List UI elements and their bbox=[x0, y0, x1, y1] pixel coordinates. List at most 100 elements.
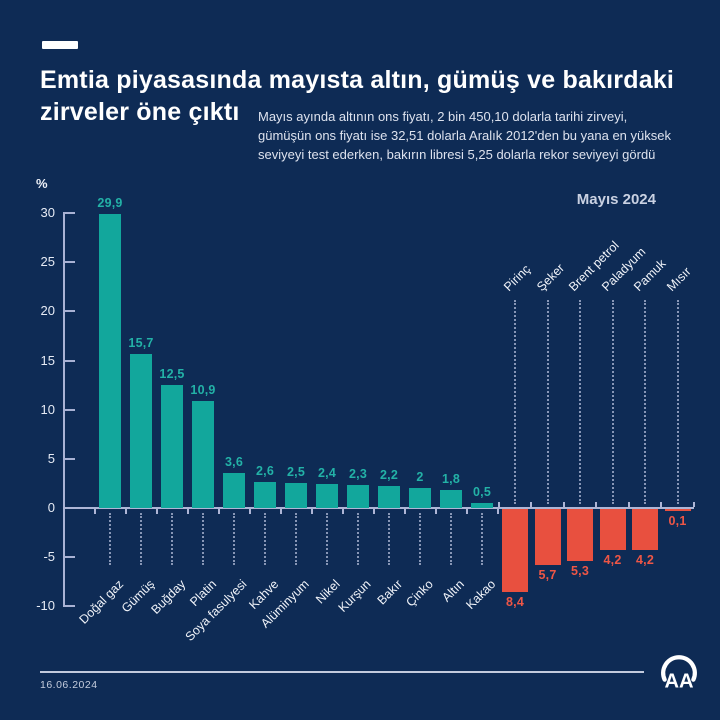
subtitle-line-1: Mayıs ayında altının ons fiyatı, 2 bin 4… bbox=[258, 109, 628, 124]
period-label: Mayıs 2024 bbox=[576, 191, 656, 208]
category-leader-line bbox=[450, 513, 452, 565]
y-axis-tick-label: 10 bbox=[40, 401, 55, 417]
category-label-text: Pirinç bbox=[501, 261, 534, 294]
category-leader-line bbox=[546, 300, 549, 504]
baseline-tick bbox=[660, 502, 663, 507]
bar-value-label: 3,6 bbox=[225, 454, 243, 469]
bar-value-label: 12,5 bbox=[159, 367, 185, 382]
title-line-2: zirveler öne çıktı bbox=[40, 98, 240, 126]
baseline-tick bbox=[279, 509, 282, 514]
chart-subtitle: Mayıs ayında altının ons fiyatı, 2 bin 4… bbox=[258, 107, 678, 164]
category-leader-line bbox=[514, 300, 516, 504]
category-leader-line bbox=[644, 300, 646, 504]
bar bbox=[223, 472, 245, 508]
y-axis-tick-label: 5 bbox=[47, 450, 55, 466]
y-axis-tick-label: 15 bbox=[40, 352, 55, 368]
footer-date: 16.06.2024 bbox=[40, 679, 98, 691]
category-label: Mısır bbox=[664, 264, 702, 295]
category-leader-line bbox=[481, 513, 483, 565]
bar-value-label: 4,2 bbox=[636, 553, 654, 568]
y-axis-tick bbox=[63, 556, 75, 559]
bar-value-label: 2,2 bbox=[380, 468, 398, 483]
baseline-tick bbox=[310, 509, 313, 514]
bar bbox=[161, 385, 183, 508]
category-leader-line bbox=[171, 513, 173, 565]
baseline-tick bbox=[341, 509, 344, 514]
y-axis-tick-label: 30 bbox=[40, 205, 55, 221]
bar bbox=[567, 509, 593, 562]
category-leader-line bbox=[326, 513, 328, 565]
bar-value-label: 0,5 bbox=[473, 485, 491, 500]
bar bbox=[502, 509, 528, 592]
baseline-tick bbox=[93, 509, 96, 514]
y-axis-tick bbox=[63, 408, 75, 411]
category-leader-line bbox=[264, 513, 266, 565]
y-axis-unit-label: % bbox=[36, 176, 48, 191]
y-axis-tick bbox=[63, 605, 75, 608]
y-axis-tick bbox=[63, 359, 75, 362]
category-leader-line bbox=[295, 513, 297, 565]
bar bbox=[99, 214, 121, 508]
bar-value-label: 2,4 bbox=[318, 466, 336, 481]
baseline-tick bbox=[497, 502, 500, 507]
bar-value-label: 2,5 bbox=[287, 465, 305, 480]
baseline-tick bbox=[248, 509, 251, 514]
bar bbox=[316, 484, 338, 508]
bar-value-label: 5,7 bbox=[538, 568, 557, 583]
bar-value-label: 5,3 bbox=[571, 564, 589, 579]
bar bbox=[599, 509, 626, 551]
category-leader-line bbox=[419, 513, 421, 565]
bar bbox=[440, 490, 462, 508]
baseline-tick bbox=[530, 502, 533, 507]
bar bbox=[378, 486, 400, 508]
y-axis-tick-label: -5 bbox=[43, 549, 55, 565]
y-axis-tick-label: -10 bbox=[36, 598, 55, 614]
baseline-tick bbox=[496, 509, 499, 514]
bar-value-label: 1,8 bbox=[442, 472, 460, 487]
category-leader-line bbox=[357, 513, 359, 565]
bar bbox=[409, 488, 431, 508]
category-label: Kakao bbox=[288, 575, 498, 612]
y-axis-tick-label: 0 bbox=[47, 500, 55, 515]
y-axis-tick bbox=[63, 261, 75, 264]
baseline-tick bbox=[217, 509, 220, 514]
category-leader-line bbox=[388, 513, 390, 565]
bar-value-label: 0,1 bbox=[668, 514, 687, 528]
bar-value-label: 8,4 bbox=[506, 594, 524, 609]
aa-agency-logo-icon: AA bbox=[656, 648, 702, 694]
bar bbox=[632, 509, 658, 551]
bar bbox=[664, 509, 691, 511]
bar-value-label: 15,7 bbox=[128, 335, 154, 350]
category-leader-line bbox=[611, 300, 614, 504]
category-leader-line bbox=[140, 513, 142, 565]
bar bbox=[285, 483, 307, 508]
baseline-tick bbox=[595, 502, 598, 507]
bar bbox=[347, 485, 369, 508]
y-axis-tick bbox=[63, 457, 75, 460]
bar-value-label: 4,2 bbox=[603, 553, 622, 568]
category-leader-line bbox=[676, 300, 679, 504]
page-title: Emtia piyasasında mayısta altın, gümüş v… bbox=[40, 64, 680, 128]
brand-dash bbox=[42, 41, 78, 49]
bar-value-label: 2 bbox=[416, 470, 424, 485]
bar bbox=[471, 503, 493, 508]
baseline-tick bbox=[372, 509, 375, 514]
x-axis-zero-line bbox=[63, 507, 694, 509]
baseline-tick bbox=[692, 502, 695, 507]
y-axis-tick bbox=[63, 212, 75, 215]
baseline-tick bbox=[434, 509, 437, 514]
subtitle-line-3: seviyeyi test ederken, bakırın libresi 5… bbox=[258, 147, 656, 162]
bar bbox=[130, 353, 152, 508]
baseline-tick bbox=[403, 509, 406, 514]
y-axis-tick-label: 25 bbox=[40, 254, 55, 270]
baseline-tick bbox=[465, 509, 468, 514]
footer-divider bbox=[40, 671, 644, 673]
bar-value-label: 2,6 bbox=[256, 464, 274, 479]
baseline-tick bbox=[562, 502, 565, 507]
bar bbox=[534, 509, 561, 566]
bar bbox=[254, 482, 276, 508]
baseline-tick bbox=[627, 502, 630, 507]
baseline-tick bbox=[186, 509, 189, 514]
title-line-1: Emtia piyasasında mayısta altın, gümüş v… bbox=[40, 66, 675, 94]
